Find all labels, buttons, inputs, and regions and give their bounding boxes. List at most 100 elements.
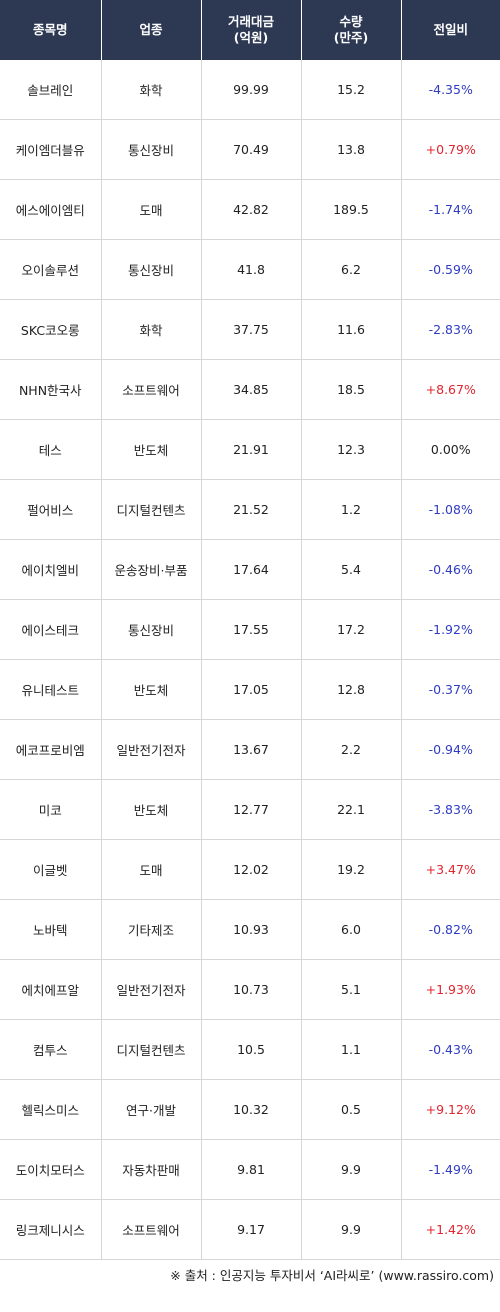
volume-cell: 1.1 <box>301 1019 402 1080</box>
table-row: 유니테스트 반도체 17.05 12.8 -0.37% <box>0 659 500 720</box>
table-row: 이글벳 도매 12.02 19.2 +3.47% <box>0 839 500 900</box>
sector-cell: 일반전기전자 <box>101 719 202 780</box>
source-footer: ※ 출처 : 인공지능 투자비서 ‘AI라씨로’ (www.rassiro.co… <box>170 1268 494 1283</box>
change-cell: -0.94% <box>401 719 500 780</box>
stock-name-cell: 유니테스트 <box>0 659 102 720</box>
stock-name-cell: 컴투스 <box>0 1019 102 1080</box>
table-row: 솔브레인 화학 99.99 15.2 -4.35% <box>0 60 500 120</box>
trading-amount-cell: 17.55 <box>201 599 302 660</box>
header-amount: 거래대금 (억원) <box>201 0 302 60</box>
change-cell: +1.42% <box>401 1199 500 1260</box>
change-cell: -1.74% <box>401 179 500 240</box>
trading-amount-cell: 10.5 <box>201 1019 302 1080</box>
sector-cell: 일반전기전자 <box>101 959 202 1020</box>
trading-amount-cell: 37.75 <box>201 299 302 360</box>
sector-cell: 화학 <box>101 60 202 120</box>
sector-cell: 자동차판매 <box>101 1139 202 1200</box>
volume-cell: 5.4 <box>301 539 402 600</box>
stock-name-cell: 도이치모터스 <box>0 1139 102 1200</box>
sector-cell: 반도체 <box>101 419 202 480</box>
change-cell: -0.43% <box>401 1019 500 1080</box>
stock-name-cell: 미코 <box>0 779 102 840</box>
volume-cell: 9.9 <box>301 1199 402 1260</box>
volume-cell: 12.8 <box>301 659 402 720</box>
stock-name-cell: NHN한국사 <box>0 359 102 420</box>
volume-cell: 1.2 <box>301 479 402 540</box>
change-cell: -0.37% <box>401 659 500 720</box>
volume-cell: 0.5 <box>301 1079 402 1140</box>
change-cell: -0.59% <box>401 239 500 300</box>
trading-amount-cell: 10.93 <box>201 899 302 960</box>
header-sector: 업종 <box>101 0 202 60</box>
change-cell: -1.08% <box>401 479 500 540</box>
header-amount-label: 거래대금 <box>227 14 274 29</box>
change-cell: 0.00% <box>401 419 500 480</box>
sector-cell: 소프트웨어 <box>101 1199 202 1260</box>
sector-cell: 반도체 <box>101 779 202 840</box>
sector-cell: 통신장비 <box>101 119 202 180</box>
stock-name-cell: 링크제니시스 <box>0 1199 102 1260</box>
change-cell: +3.47% <box>401 839 500 900</box>
table-header: 종목명 업종 거래대금 (억원) 수량 (만주) 전일비 <box>0 0 500 60</box>
trading-amount-cell: 17.05 <box>201 659 302 720</box>
volume-cell: 6.0 <box>301 899 402 960</box>
change-cell: +0.79% <box>401 119 500 180</box>
volume-cell: 189.5 <box>301 179 402 240</box>
change-cell: -3.83% <box>401 779 500 840</box>
change-cell: -1.92% <box>401 599 500 660</box>
table-row: 미코 반도체 12.77 22.1 -3.83% <box>0 779 500 840</box>
trading-amount-cell: 17.64 <box>201 539 302 600</box>
table-body: 솔브레인 화학 99.99 15.2 -4.35% 케이엠더블유 통신장비 70.49 13.8… <box>0 60 500 1260</box>
stock-name-cell: SKC코오롱 <box>0 299 102 360</box>
table-row: 에이스테크 통신장비 17.55 17.2 -1.92% <box>0 599 500 660</box>
table-row: 컴투스 디지털컨텐츠 10.5 1.1 -0.43% <box>0 1019 500 1080</box>
volume-cell: 18.5 <box>301 359 402 420</box>
stock-name-cell: 에스에이엠티 <box>0 179 102 240</box>
change-cell: -4.35% <box>401 60 500 120</box>
table-row: 에이치엘비 운송장비·부품 17.64 5.4 -0.46% <box>0 539 500 600</box>
trading-amount-cell: 21.91 <box>201 419 302 480</box>
sector-cell: 통신장비 <box>101 239 202 300</box>
volume-cell: 5.1 <box>301 959 402 1020</box>
sector-cell: 기타제조 <box>101 899 202 960</box>
sector-cell: 운송장비·부품 <box>101 539 202 600</box>
sector-cell: 도매 <box>101 179 202 240</box>
stock-name-cell: 에이스테크 <box>0 599 102 660</box>
sector-cell: 반도체 <box>101 659 202 720</box>
stock-name-cell: 에이치엘비 <box>0 539 102 600</box>
stock-name-cell: 에치에프알 <box>0 959 102 1020</box>
table-row: NHN한국사 소프트웨어 34.85 18.5 +8.67% <box>0 359 500 420</box>
change-cell: +1.93% <box>401 959 500 1020</box>
change-cell: -2.83% <box>401 299 500 360</box>
stock-name-cell: 케이엠더블유 <box>0 119 102 180</box>
sector-cell: 연구·개발 <box>101 1079 202 1140</box>
volume-cell: 12.3 <box>301 419 402 480</box>
stock-name-cell: 이글벳 <box>0 839 102 900</box>
trading-amount-cell: 41.8 <box>201 239 302 300</box>
table-row: 에치에프알 일반전기전자 10.73 5.1 +1.93% <box>0 959 500 1020</box>
table-row: 도이치모터스 자동차판매 9.81 9.9 -1.49% <box>0 1139 500 1200</box>
change-cell: -0.82% <box>401 899 500 960</box>
volume-cell: 13.8 <box>301 119 402 180</box>
volume-cell: 11.6 <box>301 299 402 360</box>
trading-amount-cell: 13.67 <box>201 719 302 780</box>
trading-amount-cell: 9.17 <box>201 1199 302 1260</box>
header-volume: 수량 (만주) <box>301 0 402 60</box>
trading-amount-cell: 42.82 <box>201 179 302 240</box>
volume-cell: 15.2 <box>301 60 402 120</box>
change-cell: +8.67% <box>401 359 500 420</box>
volume-cell: 9.9 <box>301 1139 402 1200</box>
trading-amount-cell: 12.02 <box>201 839 302 900</box>
header-row: 종목명 업종 거래대금 (억원) 수량 (만주) 전일비 <box>0 0 500 60</box>
sector-cell: 통신장비 <box>101 599 202 660</box>
trading-value-table: 종목명 업종 거래대금 (억원) 수량 (만주) 전일비 솔브레인 화학 99.99… <box>0 0 500 1260</box>
table-row: 헬릭스미스 연구·개발 10.32 0.5 +9.12% <box>0 1079 500 1140</box>
header-name: 종목명 <box>0 0 102 60</box>
sector-cell: 화학 <box>101 299 202 360</box>
volume-cell: 6.2 <box>301 239 402 300</box>
trading-amount-cell: 34.85 <box>201 359 302 420</box>
stock-name-cell: 테스 <box>0 419 102 480</box>
stock-name-cell: 오이솔루션 <box>0 239 102 300</box>
sector-cell: 디지털컨텐츠 <box>101 479 202 540</box>
